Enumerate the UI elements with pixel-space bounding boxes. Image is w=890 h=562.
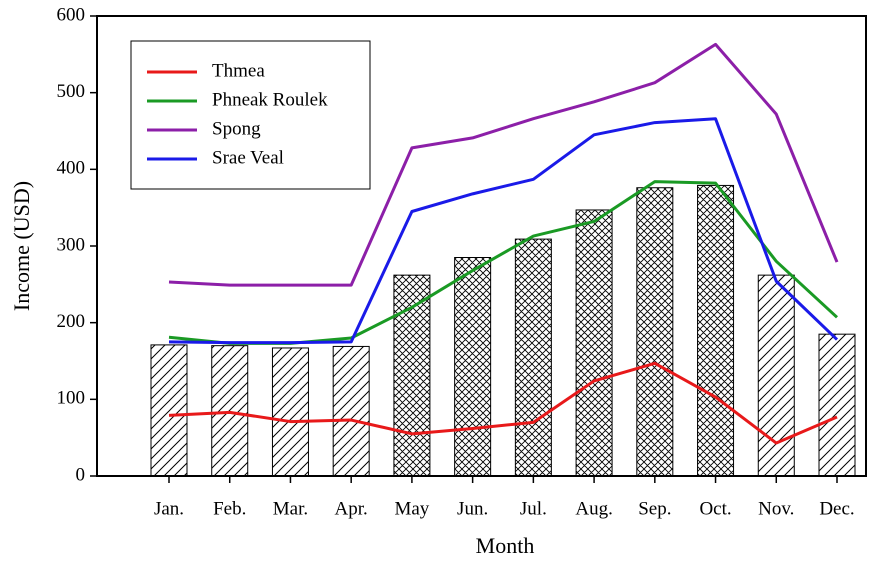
legend-box (130, 40, 371, 190)
y-tick-label: 100 (57, 388, 86, 409)
line-series (168, 42, 839, 287)
y-tick-label: 0 (76, 464, 86, 485)
bar (150, 344, 188, 477)
bar (697, 184, 735, 477)
bar (757, 274, 795, 477)
x-tick-label: Jun. (457, 498, 488, 519)
x-tick-label: Nov. (758, 498, 794, 519)
y-axis-title: Income (USD) (9, 181, 34, 311)
y-tick-label: 500 (57, 81, 86, 102)
bar (575, 209, 613, 477)
x-tick-label: Oct. (699, 498, 731, 519)
y-tick-label: 400 (57, 158, 86, 179)
x-tick-label: Jan. (154, 498, 184, 519)
line-series (168, 180, 839, 345)
bar (514, 238, 552, 477)
line-series (168, 361, 838, 445)
bar (332, 345, 370, 477)
bar (211, 345, 249, 477)
x-tick-label: Feb. (213, 498, 246, 519)
x-tick-label: May (394, 498, 429, 519)
x-tick-label: Aug. (575, 498, 612, 519)
x-tick-label: Jul. (520, 498, 547, 519)
y-tick-label: 600 (57, 4, 86, 25)
x-axis-title: Month (476, 533, 535, 558)
bar (271, 347, 309, 477)
x-tick-label: Mar. (273, 498, 308, 519)
legend-label: Spong (212, 118, 261, 139)
legend-label: Thmea (212, 60, 265, 81)
x-tick-label: Sep. (638, 498, 671, 519)
y-tick-label: 300 (57, 234, 86, 255)
bar (818, 333, 856, 477)
x-tick-label: Dec. (819, 498, 854, 519)
bar (636, 187, 674, 477)
bar (393, 274, 431, 477)
legend-label: Phneak Roulek (212, 89, 328, 110)
line-series (168, 117, 839, 345)
plot-frame (96, 15, 867, 477)
bar (454, 257, 492, 477)
y-tick-label: 200 (57, 311, 86, 332)
legend-label: Srae Veal (212, 147, 284, 168)
x-tick-label: Apr. (335, 498, 368, 519)
